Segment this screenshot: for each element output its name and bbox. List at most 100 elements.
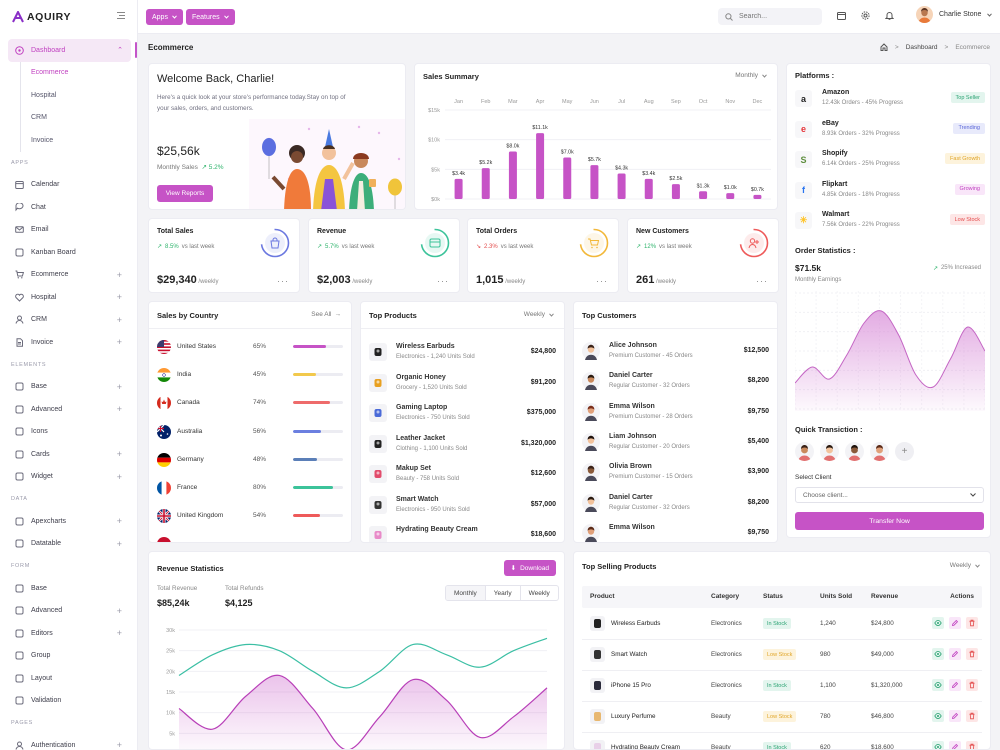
platform-flipkart[interactable]: f Flipkart 4.85k Orders - 18% Progress Grow… <box>795 179 985 207</box>
more-icon[interactable]: ··· <box>277 276 289 286</box>
sidebar-item-form-advanced[interactable]: Advanced + <box>0 600 137 623</box>
bar[interactable] <box>508 151 517 199</box>
edit-icon[interactable] <box>949 617 961 629</box>
sidebar-subitem-hospital[interactable]: Hospital <box>31 91 57 99</box>
plus-icon[interactable]: + <box>116 471 122 482</box>
sidebar-item-invoice[interactable]: Invoice + <box>0 331 137 354</box>
bar[interactable] <box>454 178 463 199</box>
product-row[interactable]: Leather Jacket Clothing - 1,100 Units Sol… <box>369 433 556 455</box>
sidebar-subitem-ecommerce[interactable]: Ecommerce <box>31 69 69 77</box>
avatar[interactable] <box>820 442 839 461</box>
eye-icon[interactable] <box>932 617 944 629</box>
search-input[interactable] <box>739 13 809 20</box>
edit-icon[interactable] <box>949 648 961 660</box>
plus-icon[interactable]: + <box>116 381 122 392</box>
product-row[interactable]: Smart Watch Electronics - 950 Units Sold $… <box>369 494 556 516</box>
avatar[interactable] <box>845 442 864 461</box>
more-icon[interactable]: ··· <box>437 276 449 286</box>
home-icon[interactable] <box>880 43 888 51</box>
plus-icon[interactable]: + <box>116 605 122 616</box>
bell-icon[interactable] <box>885 11 894 20</box>
plus-icon[interactable]: + <box>116 292 122 303</box>
sidebar-item-dashboard[interactable]: Dashboard ⌃ <box>8 39 131 62</box>
customer-row[interactable]: Liam Johnson Regular Customer - 20 Orders… <box>582 431 769 453</box>
eye-icon[interactable] <box>932 679 944 691</box>
edit-icon[interactable] <box>949 679 961 691</box>
bar[interactable] <box>590 165 599 199</box>
plus-icon[interactable]: + <box>116 516 122 527</box>
sidebar-item-form-validation[interactable]: Validation <box>0 690 137 713</box>
select-client-dropdown[interactable]: Choose client... <box>795 487 984 503</box>
sidebar-item-data-apexcharts[interactable]: Apexcharts + <box>0 510 137 533</box>
plus-icon[interactable]: + <box>116 314 122 325</box>
sidebar-item-hospital[interactable]: Hospital + <box>0 286 137 309</box>
product-row[interactable]: Hydrating Beauty Cream $18,600 <box>369 524 556 542</box>
bar[interactable] <box>753 194 762 199</box>
sidebar-item-el-cards[interactable]: Cards + <box>0 443 137 466</box>
transfer-now-button[interactable]: Transfer Now <box>795 512 984 530</box>
user-menu[interactable]: Charlie Stone <box>916 6 993 23</box>
calendar-icon[interactable] <box>837 11 846 20</box>
product-row[interactable]: Wireless Earbuds Electronics - 1,240 Unit… <box>369 341 556 363</box>
plus-icon[interactable]: + <box>116 269 122 280</box>
bar[interactable] <box>563 157 572 199</box>
sidebar-subitem-invoice[interactable]: Invoice <box>31 136 54 144</box>
download-button[interactable]: ⬇ Download <box>503 560 556 576</box>
sidebar-item-pages-authentication[interactable]: Authentication + <box>0 734 137 750</box>
customer-row[interactable]: Emma Wilson $9,750 <box>582 522 769 542</box>
sidebar-item-calendar[interactable]: Calendar <box>0 174 137 197</box>
platform-amazon[interactable]: a Amazon 12.43k Orders - 45% Progress Top S… <box>795 87 985 115</box>
search-box[interactable] <box>718 8 822 25</box>
sidebar-item-data-datatable[interactable]: Datatable + <box>0 533 137 556</box>
customer-row[interactable]: Alice Johnson Premium Customer - 45 Order… <box>582 340 769 362</box>
sidebar-item-ecommerce[interactable]: Ecommerce + <box>0 264 137 287</box>
product-row[interactable]: Makup Set Beauty - 758 Units Sold $12,600 <box>369 463 556 485</box>
top-selling-filter[interactable]: Weekly <box>950 562 980 569</box>
plus-icon[interactable]: + <box>116 628 122 639</box>
tab-weekly[interactable]: Weekly <box>528 589 550 597</box>
trash-icon[interactable] <box>966 710 978 722</box>
avatar[interactable] <box>795 442 814 461</box>
platform-walmart[interactable]: ✳ Walmart 7.56k Orders - 22% Progress Low S… <box>795 209 985 237</box>
sidebar-item-kanban-board[interactable]: Kanban Board <box>0 241 137 264</box>
bar[interactable] <box>536 133 545 199</box>
customer-row[interactable]: Daniel Carter Regular Customer - 32 Order… <box>582 492 769 514</box>
more-icon[interactable]: ··· <box>756 276 768 286</box>
sidebar-item-el-advanced[interactable]: Advanced + <box>0 398 137 421</box>
bar[interactable] <box>644 178 653 199</box>
product-row[interactable]: Organic Honey Grocery - 1,520 Units Sold $… <box>369 372 556 394</box>
trash-icon[interactable] <box>966 648 978 660</box>
trash-icon[interactable] <box>966 617 978 629</box>
plus-icon[interactable]: + <box>116 337 122 348</box>
sidebar-item-form-layout[interactable]: Layout <box>0 667 137 690</box>
features-dropdown-button[interactable]: Features <box>186 9 235 25</box>
plus-icon[interactable]: + <box>116 740 122 750</box>
product-row[interactable]: Gaming Laptop Electronics - 750 Units Sol… <box>369 402 556 424</box>
apps-dropdown-button[interactable]: Apps <box>146 9 183 25</box>
avatar[interactable] <box>870 442 889 461</box>
sidebar-item-form-group[interactable]: Group <box>0 645 137 668</box>
plus-icon[interactable]: + <box>116 538 122 549</box>
customer-row[interactable]: Olivia Brown Premium Customer - 15 Orders… <box>582 461 769 483</box>
customer-row[interactable]: Emma Wilson Premium Customer - 28 Orders $… <box>582 401 769 423</box>
see-all-link[interactable]: See All → <box>311 311 341 318</box>
sidebar-subitem-crm[interactable]: CRM <box>31 114 47 122</box>
bar[interactable] <box>726 193 735 199</box>
top-products-filter[interactable]: Weekly <box>524 311 554 318</box>
gear-icon[interactable] <box>861 11 870 20</box>
trash-icon[interactable] <box>966 741 978 749</box>
view-reports-button[interactable]: View Reports <box>157 185 213 202</box>
logo[interactable]: AQUIRY <box>0 0 137 34</box>
tab-yearly[interactable]: Yearly <box>486 586 521 600</box>
breadcrumb-dashboard[interactable]: Dashboard <box>905 43 938 51</box>
bar[interactable] <box>671 184 680 199</box>
platform-shopify[interactable]: S Shopify 6.14k Orders - 25% Progress Fast … <box>795 148 985 176</box>
sales-summary-filter[interactable]: Monthly <box>735 72 767 79</box>
sidebar-item-email[interactable]: Email <box>0 219 137 242</box>
eye-icon[interactable] <box>932 741 944 749</box>
sidebar-item-el-base[interactable]: Base + <box>0 376 137 399</box>
bar[interactable] <box>617 173 626 199</box>
edit-icon[interactable] <box>949 710 961 722</box>
plus-icon[interactable]: + <box>116 404 122 415</box>
sidebar-item-crm[interactable]: CRM + <box>0 309 137 332</box>
